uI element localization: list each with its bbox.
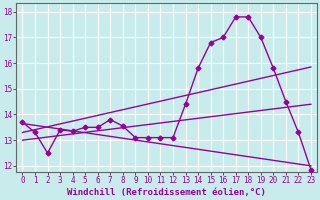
X-axis label: Windchill (Refroidissement éolien,°C): Windchill (Refroidissement éolien,°C): [67, 188, 266, 197]
